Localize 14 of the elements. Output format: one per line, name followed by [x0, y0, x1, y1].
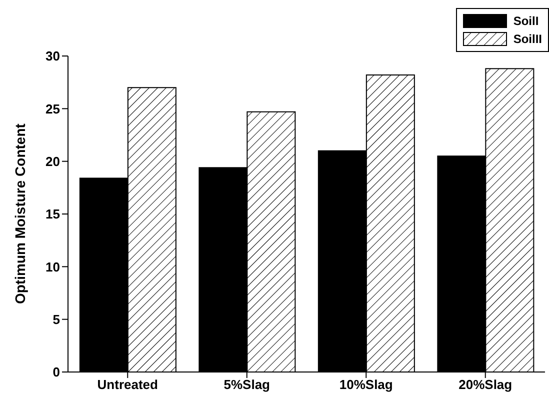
- x-tick-label: 5%Slag: [224, 377, 270, 392]
- legend-label: SoilI: [513, 14, 539, 28]
- y-tick-label: 25: [46, 101, 60, 116]
- y-tick-label: 15: [46, 206, 60, 222]
- y-tick-label: 5: [52, 312, 60, 327]
- x-tick-label: 10%Slag: [339, 377, 393, 392]
- y-tick-label: 10: [46, 259, 60, 274]
- y-tick-label: 20: [46, 154, 60, 169]
- y-axis-title: Optimum Moisture Content: [12, 123, 28, 304]
- x-tick-label: Untreated: [97, 377, 158, 392]
- legend-label: SoilII: [513, 32, 542, 46]
- y-tick-label: 30: [46, 48, 60, 64]
- y-tick-label: 0: [52, 364, 60, 380]
- x-tick-label: 20%Slag: [458, 377, 512, 392]
